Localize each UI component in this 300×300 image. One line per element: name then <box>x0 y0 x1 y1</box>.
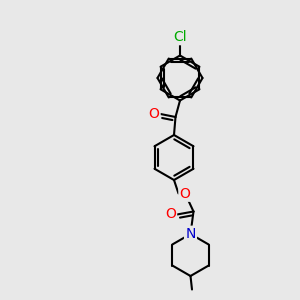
Text: Cl: Cl <box>173 30 187 44</box>
Text: N: N <box>185 227 196 241</box>
Text: O: O <box>165 208 176 221</box>
Text: O: O <box>148 107 159 121</box>
Text: O: O <box>180 187 190 200</box>
